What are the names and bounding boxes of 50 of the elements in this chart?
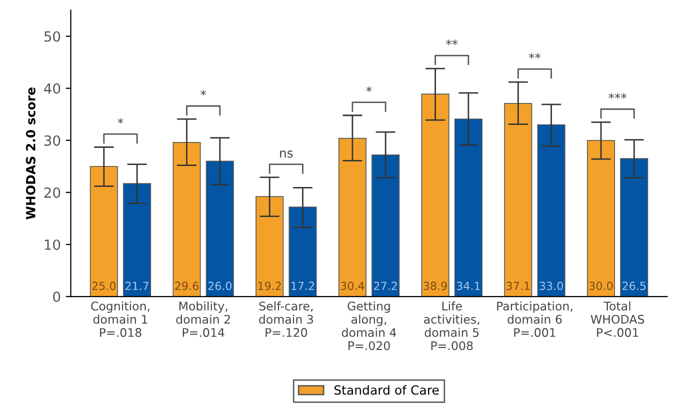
bar xyxy=(421,94,450,297)
data-label: 30.4 xyxy=(340,282,364,290)
y-tick-label: 50 xyxy=(44,31,60,42)
data-label: 29.6 xyxy=(175,282,198,290)
bar xyxy=(256,196,284,297)
bar xyxy=(537,124,566,297)
y-tick-label: 20 xyxy=(44,187,60,198)
bar xyxy=(504,102,532,297)
legend-label: Standard of Care xyxy=(334,385,439,395)
bar xyxy=(586,140,615,297)
x-tick-label: Self-care, domain 3 P=.120 xyxy=(259,301,313,337)
x-tick-label: Mobility, domain 2 P=.014 xyxy=(176,301,230,337)
annotation: ** xyxy=(528,53,541,59)
annotation: ns xyxy=(280,150,293,158)
y-tick-label: 40 xyxy=(44,83,60,94)
bar xyxy=(454,118,482,297)
y-tick-label: 0 xyxy=(53,291,60,302)
bar xyxy=(123,183,152,297)
bar xyxy=(172,142,201,297)
annotation: ** xyxy=(446,39,458,46)
data-label: 37.1 xyxy=(506,282,530,290)
data-label: 38.9 xyxy=(424,282,447,290)
bar xyxy=(90,166,118,297)
data-label: 34.1 xyxy=(456,282,480,290)
bar xyxy=(206,160,234,297)
data-label: 33.0 xyxy=(540,282,563,290)
data-label: 21.7 xyxy=(125,282,148,290)
x-tick-label: Getting along, domain 4 P=.020 xyxy=(342,301,396,350)
annotation: * xyxy=(200,90,206,96)
annotation: *** xyxy=(608,93,627,99)
bar xyxy=(372,154,400,297)
data-label: 26.0 xyxy=(208,282,232,290)
data-label: 25.0 xyxy=(92,282,116,290)
x-tick-label: Total WHODAS P<.001 xyxy=(590,301,644,337)
annotation: * xyxy=(366,86,372,92)
x-tick-label: Cognition, domain 1 P=.018 xyxy=(91,301,150,337)
x-tick-label: Participation, domain 6 P=.001 xyxy=(497,301,572,337)
data-label: 26.5 xyxy=(622,282,646,290)
y-axis-title: WHODAS 2.0 score xyxy=(26,88,36,220)
data-label: 17.2 xyxy=(292,282,314,290)
y-tick-label: 30 xyxy=(44,135,60,146)
x-tick-label: Life activities, domain 5 P=.008 xyxy=(424,301,480,350)
data-label: 30.0 xyxy=(589,282,613,290)
bar xyxy=(288,206,317,297)
data-label: 19.2 xyxy=(258,282,281,290)
y-tick-label: 10 xyxy=(44,239,60,250)
data-label: 27.2 xyxy=(374,282,397,290)
bar xyxy=(338,138,366,297)
annotation: * xyxy=(118,118,124,124)
bar xyxy=(620,158,648,297)
